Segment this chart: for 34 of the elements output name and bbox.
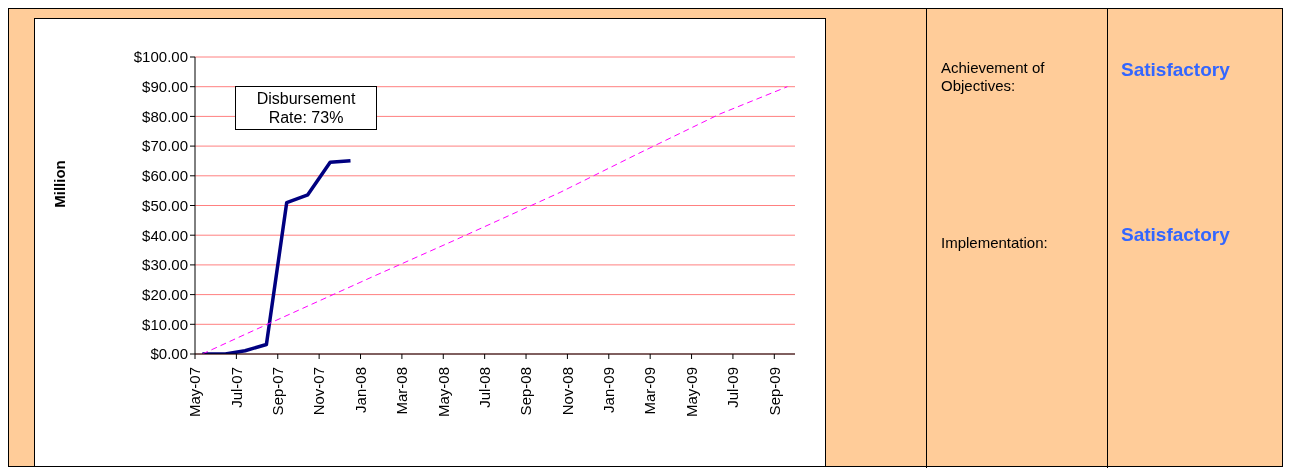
- x-tick-label: Sep-09: [765, 367, 783, 416]
- y-tick-label: $80.00: [142, 107, 188, 125]
- x-tick-label: Jul-09: [724, 367, 742, 408]
- y-tick-label: $50.00: [142, 196, 188, 214]
- y-tick-label: $40.00: [142, 226, 188, 244]
- x-tick-label: Jul-08: [475, 367, 493, 408]
- annotation: Disbursement Rate: 73%: [235, 86, 377, 130]
- text: Achievement of Objectives:: [941, 59, 1046, 95]
- y-axis-title: Million: [50, 160, 68, 208]
- x-tick-label: Jul-07: [227, 367, 245, 408]
- y-tick-label: $20.00: [142, 285, 188, 303]
- y-tick-label: $70.00: [142, 137, 188, 155]
- y-tick-label: $100.00: [133, 48, 188, 66]
- y-tick-label: $90.00: [142, 78, 188, 96]
- x-tick-label: Jan-09: [600, 367, 618, 413]
- y-tick-label: $30.00: [142, 256, 188, 274]
- text: Satisfactory: [1121, 224, 1230, 246]
- y-tick-label: $0.00: [150, 345, 188, 363]
- x-tick-label: May-09: [682, 367, 700, 418]
- x-tick-label: May-08: [434, 367, 452, 418]
- x-tick-label: Nov-07: [310, 367, 328, 416]
- text: Implementation:: [941, 234, 1048, 251]
- y-tick-label: $10.00: [142, 315, 188, 333]
- line-series: [201, 86, 788, 354]
- x-tick-label: Mar-08: [393, 367, 411, 415]
- y-tick-label: $60.00: [142, 167, 188, 185]
- x-tick-label: May-07: [186, 367, 204, 418]
- x-tick-label: Nov-08: [558, 367, 576, 416]
- line-series: [200, 158, 353, 354]
- x-tick-label: Sep-07: [269, 367, 287, 416]
- x-tick-label: Jan-08: [351, 367, 369, 413]
- x-tick-label: Sep-08: [517, 367, 535, 416]
- text: Satisfactory: [1121, 59, 1230, 81]
- x-tick-label: Mar-09: [641, 367, 659, 415]
